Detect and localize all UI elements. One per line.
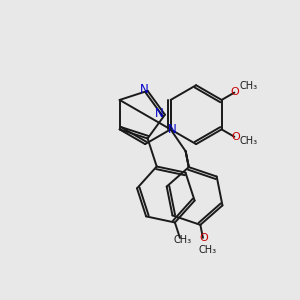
Text: N: N <box>140 83 148 96</box>
Text: CH₃: CH₃ <box>198 245 216 255</box>
Text: CH₃: CH₃ <box>239 136 257 146</box>
Text: N: N <box>155 107 164 120</box>
Text: N: N <box>168 124 176 136</box>
Text: O: O <box>231 132 240 142</box>
Text: O: O <box>200 233 208 243</box>
Text: CH₃: CH₃ <box>173 235 191 245</box>
Text: O: O <box>231 87 240 97</box>
Text: CH₃: CH₃ <box>239 80 257 91</box>
